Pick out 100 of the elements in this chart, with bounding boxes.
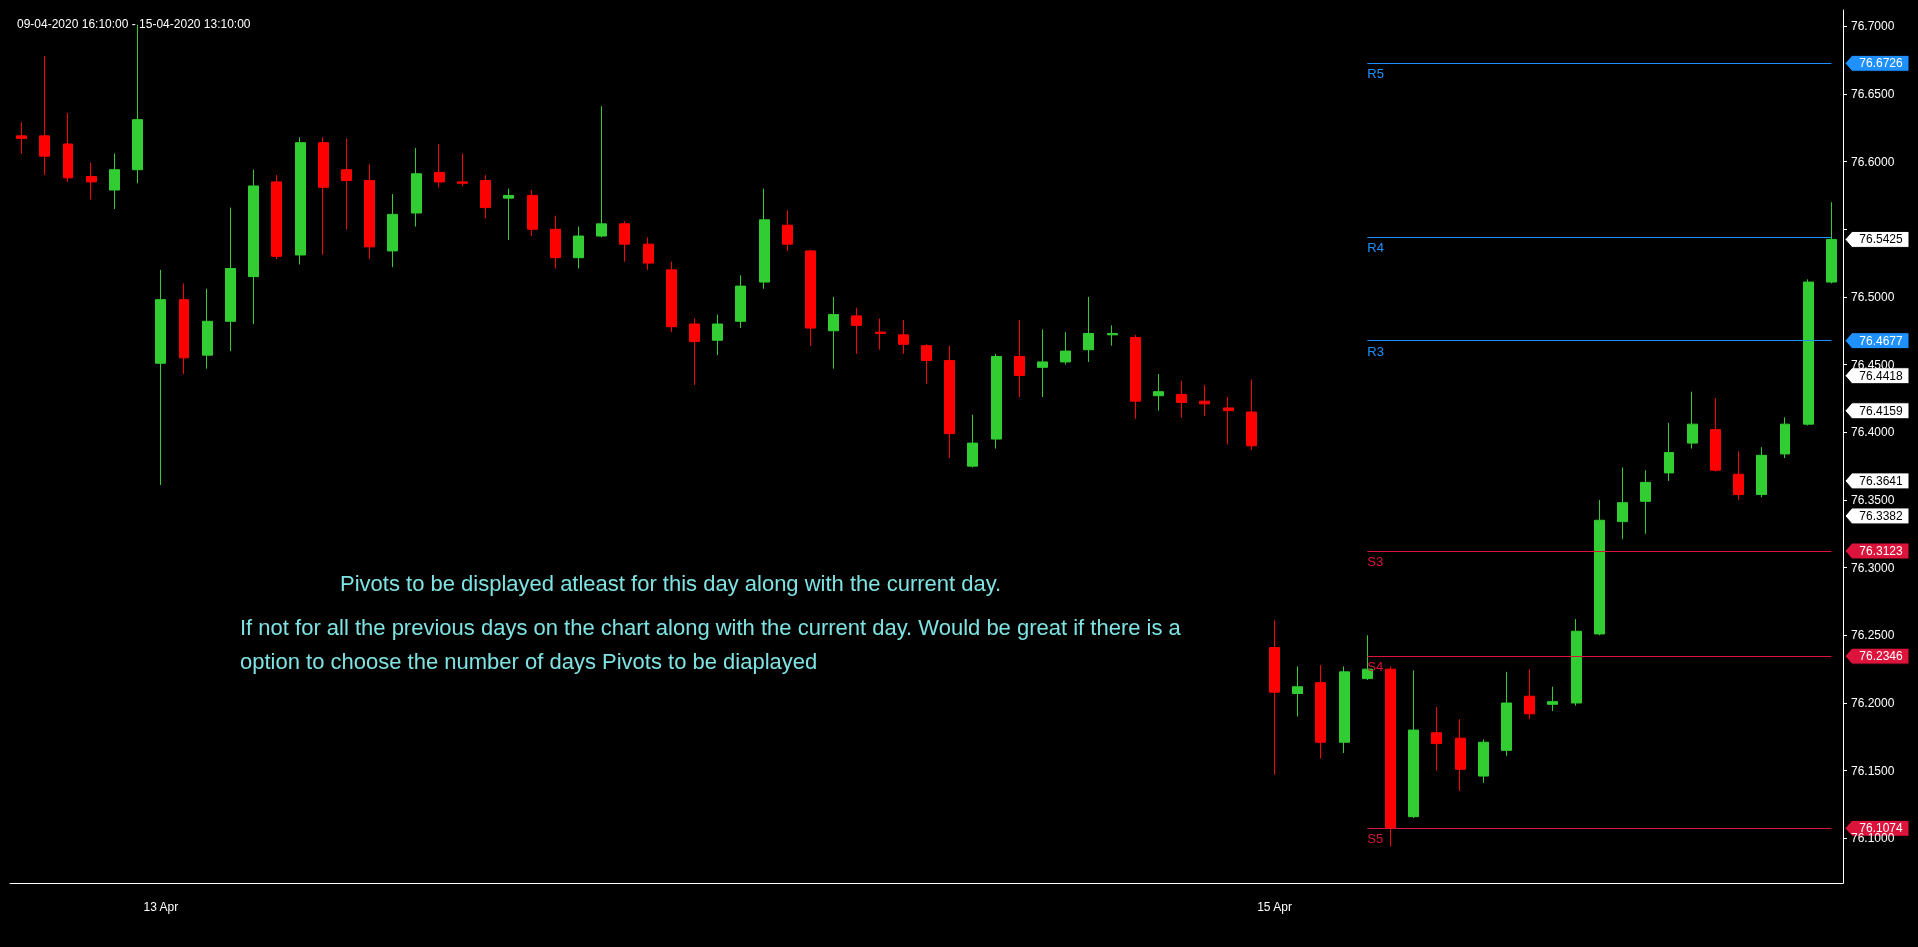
candlestick [1223, 396, 1234, 445]
candlestick [991, 353, 1002, 450]
candlestick [550, 215, 561, 270]
ref-line-label: S4 [1367, 659, 1384, 675]
y-tick-label: 76.3500 [1851, 492, 1895, 507]
candlestick [1617, 466, 1628, 540]
candlestick [1501, 671, 1512, 757]
candlestick [1431, 706, 1442, 772]
x-tick-label: 15 Apr [1257, 900, 1292, 914]
candlestick [1710, 397, 1721, 473]
annotation: Pivots to be displayed atleast for this day along with the current day. [340, 570, 1002, 596]
ref-line-label: S5 [1367, 831, 1384, 847]
candlestick [179, 282, 189, 375]
candlestick [86, 162, 97, 200]
candlestick [1292, 665, 1303, 718]
candlestick [596, 105, 607, 238]
candlestick [109, 152, 120, 210]
candlestick [1640, 469, 1651, 535]
candlestick [295, 136, 306, 265]
candlestick [1594, 499, 1605, 636]
candlestick [1687, 391, 1698, 450]
candlestick [434, 143, 445, 188]
text: 76.4677 [1859, 333, 1904, 348]
candlestick [898, 319, 909, 355]
candlestick [967, 414, 978, 468]
candlestick [457, 152, 468, 187]
candlestick [39, 55, 50, 176]
y-tick-label: 76.6500 [1851, 86, 1895, 101]
text: 76.2346 [1859, 649, 1904, 664]
ref-line-label: R5 [1367, 66, 1384, 82]
candlestick [1780, 416, 1790, 459]
candlestick [225, 207, 236, 352]
candlestick [527, 189, 538, 237]
candlestick [712, 314, 723, 356]
candlestick [1107, 324, 1118, 347]
y-tick-label: 76.1500 [1851, 763, 1895, 778]
candlestick [735, 274, 746, 329]
candlestick [1060, 331, 1071, 366]
candlestick [1269, 619, 1280, 776]
candlestick [689, 318, 700, 386]
candlestick [248, 169, 259, 325]
candlestick [1153, 373, 1164, 412]
candlestick [1083, 296, 1094, 363]
text: 76.3641 [1859, 473, 1904, 488]
candlestick [1826, 201, 1837, 284]
candlestick [851, 307, 862, 355]
candlestick [1478, 739, 1489, 784]
y-tick-label: 76.5000 [1851, 289, 1895, 304]
candlestick [364, 163, 375, 260]
candlestick [573, 226, 584, 270]
text: 76.6726 [1859, 56, 1904, 71]
candlestick [1037, 328, 1048, 398]
candlestick [666, 261, 677, 333]
y-tick-label: 76.2000 [1851, 695, 1895, 710]
candlestick [1199, 384, 1210, 417]
candlestick [202, 288, 213, 370]
candlestick [411, 147, 422, 228]
candlestick [1756, 446, 1767, 498]
candlestick [1664, 422, 1674, 482]
candlestick [944, 345, 955, 459]
candlestick [1014, 319, 1025, 398]
candlestick [921, 343, 932, 385]
ref-line-label: R3 [1367, 343, 1384, 359]
candlestick [341, 138, 352, 230]
text: 09-04-2020 16:10:00 - 15-04-2020 13:10:00 [17, 17, 251, 31]
y-tick-label: 76.2500 [1851, 628, 1895, 643]
candlestick [1408, 670, 1419, 819]
ref-line-label: S3 [1367, 553, 1384, 569]
candlestick [828, 296, 839, 370]
candlestick [1315, 664, 1326, 759]
ref-line-label: R4 [1367, 239, 1384, 255]
y-tick-label: 76.6000 [1851, 154, 1895, 169]
candlestick [1524, 668, 1535, 720]
candlestick [782, 209, 793, 252]
candlestick [643, 236, 654, 271]
candlestick [1803, 278, 1814, 427]
candlestick [1246, 379, 1257, 451]
candlestick [503, 188, 514, 241]
text: 76.3382 [1859, 508, 1904, 523]
candlestick [1571, 618, 1582, 707]
candlestick [1130, 334, 1141, 420]
x-tick-label: 13 Apr [143, 900, 179, 914]
y-tick-label: 76.3000 [1851, 560, 1895, 575]
candlestick [1176, 380, 1187, 418]
candlestick [318, 136, 329, 256]
candlestick [875, 318, 886, 351]
candlestick [759, 188, 770, 290]
candlestick [1455, 718, 1466, 792]
text: 76.3123 [1859, 543, 1904, 558]
candlestick [1339, 665, 1350, 754]
candlestick [63, 112, 73, 183]
candlestick [1385, 665, 1396, 847]
candlestick [1733, 450, 1744, 501]
y-tick-label: 76.7000 [1851, 19, 1895, 34]
candlestick [619, 220, 630, 263]
candlestick [155, 269, 166, 486]
candlestick [387, 193, 398, 268]
candlestick [805, 249, 816, 347]
text: 76.5425 [1859, 232, 1904, 247]
candlestick [1547, 686, 1558, 712]
